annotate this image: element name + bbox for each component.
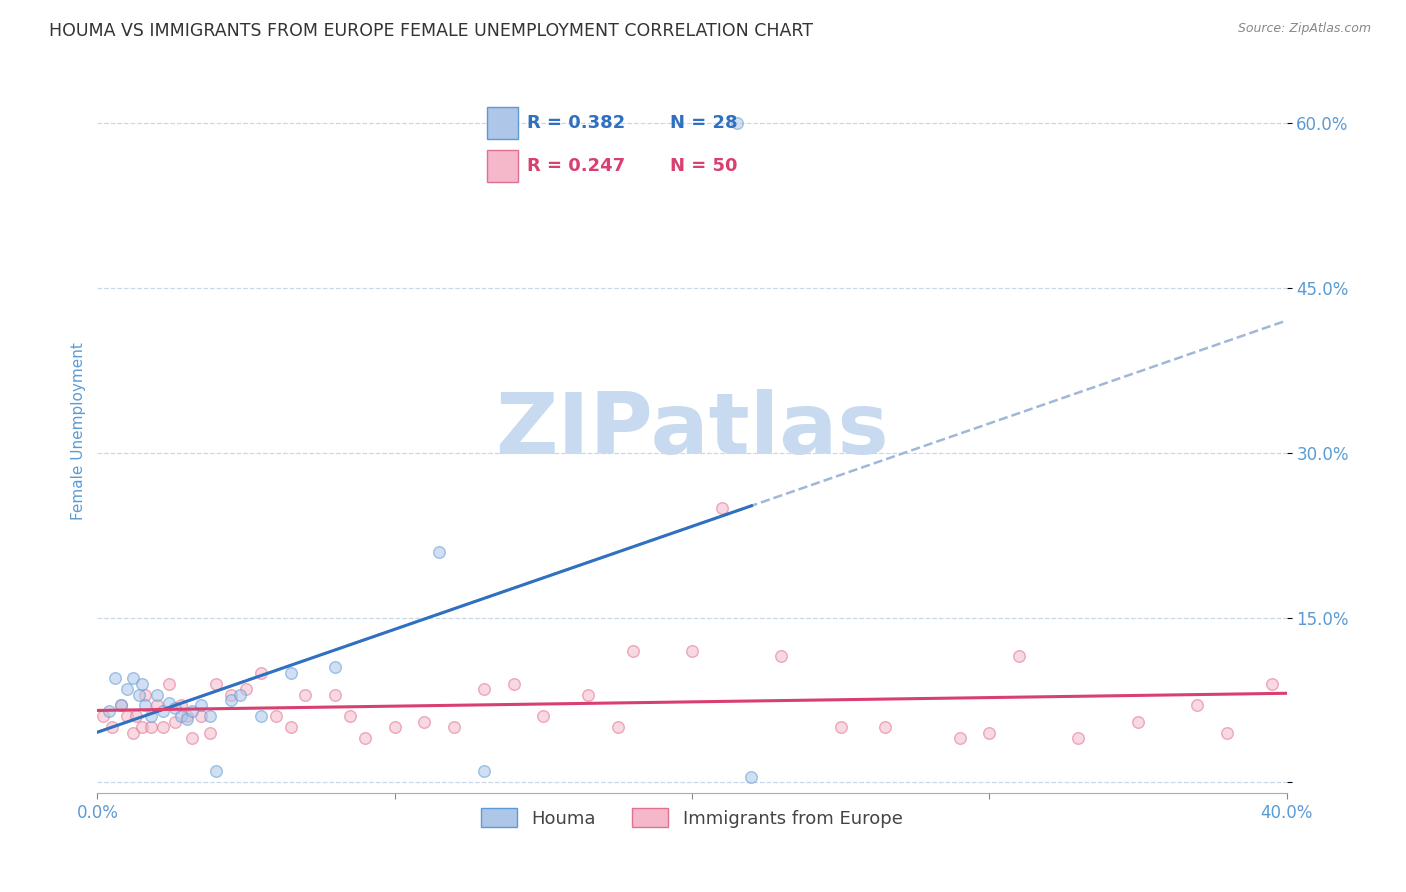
Point	[948, 731, 970, 746]
Point	[830, 721, 852, 735]
Point	[176, 712, 198, 726]
Point	[875, 721, 897, 735]
Point	[200, 709, 222, 723]
Point	[152, 721, 174, 735]
Point	[725, 116, 748, 130]
Point	[122, 671, 145, 685]
Point	[427, 545, 450, 559]
Point	[443, 721, 465, 735]
Point	[163, 700, 186, 714]
Point	[264, 709, 287, 723]
Point	[280, 721, 302, 735]
Point	[139, 709, 162, 723]
Point	[472, 681, 495, 696]
Point	[770, 649, 793, 664]
Point	[1008, 649, 1031, 664]
Point	[531, 709, 554, 723]
Point	[384, 721, 406, 735]
Point	[219, 693, 242, 707]
Text: Source: ZipAtlas.com: Source: ZipAtlas.com	[1237, 22, 1371, 36]
Point	[152, 704, 174, 718]
Point	[139, 721, 162, 735]
Text: HOUMA VS IMMIGRANTS FROM EUROPE FEMALE UNEMPLOYMENT CORRELATION CHART: HOUMA VS IMMIGRANTS FROM EUROPE FEMALE U…	[49, 22, 813, 40]
Point	[200, 726, 222, 740]
Point	[250, 665, 273, 680]
Point	[115, 681, 138, 696]
Point	[205, 676, 228, 690]
Point	[91, 709, 114, 723]
Point	[294, 688, 316, 702]
Point	[157, 676, 180, 690]
Point	[323, 688, 346, 702]
Point	[190, 709, 212, 723]
Point	[110, 698, 132, 713]
Point	[157, 696, 180, 710]
Point	[181, 704, 204, 718]
Point	[413, 714, 436, 729]
Point	[339, 709, 361, 723]
Point	[606, 721, 628, 735]
Y-axis label: Female Unemployment: Female Unemployment	[72, 342, 86, 520]
Legend: Houma, Immigrants from Europe: Houma, Immigrants from Europe	[474, 801, 910, 835]
Point	[128, 688, 150, 702]
Point	[125, 709, 148, 723]
Point	[354, 731, 377, 746]
Point	[472, 764, 495, 779]
Point	[250, 709, 273, 723]
Text: ZIPatlas: ZIPatlas	[495, 390, 889, 473]
Point	[104, 671, 127, 685]
Point	[710, 500, 733, 515]
Point	[190, 698, 212, 713]
Point	[122, 726, 145, 740]
Point	[1216, 726, 1239, 740]
Point	[169, 698, 191, 713]
Point	[205, 764, 228, 779]
Point	[1187, 698, 1209, 713]
Point	[280, 665, 302, 680]
Point	[1126, 714, 1149, 729]
Point	[176, 709, 198, 723]
Point	[235, 681, 257, 696]
Point	[681, 643, 703, 657]
Point	[163, 714, 186, 729]
Point	[181, 731, 204, 746]
Point	[576, 688, 599, 702]
Point	[229, 688, 252, 702]
Point	[110, 698, 132, 713]
Point	[502, 676, 524, 690]
Point	[169, 709, 191, 723]
Point	[134, 698, 156, 713]
Point	[146, 688, 169, 702]
Point	[1067, 731, 1090, 746]
Point	[98, 704, 121, 718]
Point	[1261, 676, 1284, 690]
Point	[134, 688, 156, 702]
Point	[115, 709, 138, 723]
Point	[740, 770, 762, 784]
Point	[101, 721, 124, 735]
Point	[219, 688, 242, 702]
Point	[323, 660, 346, 674]
Point	[979, 726, 1001, 740]
Point	[131, 721, 153, 735]
Point	[621, 643, 644, 657]
Point	[146, 698, 169, 713]
Point	[131, 676, 153, 690]
